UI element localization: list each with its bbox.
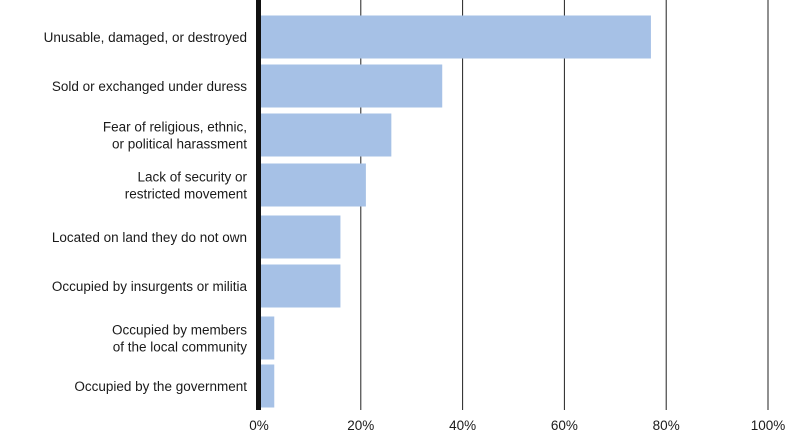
- bar-0: [259, 15, 651, 59]
- category-label-line: of the local community: [113, 340, 248, 355]
- category-label-line: restricted movement: [125, 187, 248, 202]
- category-label-line: Fear of religious, ethnic,: [103, 120, 247, 135]
- x-tick-label-0: 0%: [249, 418, 269, 433]
- bar-5: [259, 264, 341, 308]
- category-label-1: Sold or exchanged under duress: [52, 79, 247, 94]
- x-tick-label-20: 20%: [347, 418, 374, 433]
- category-label-line: Located on land they do not own: [52, 230, 247, 245]
- category-label-line: Occupied by insurgents or militia: [52, 279, 248, 294]
- category-label-line: Occupied by members: [112, 323, 247, 338]
- category-label-line: Lack of security or: [137, 170, 247, 185]
- bar-7: [259, 364, 275, 408]
- x-tick-label-80: 80%: [653, 418, 680, 433]
- category-label-4: Located on land they do not own: [52, 230, 247, 245]
- category-label-3: Lack of security or restricted movement: [125, 170, 248, 202]
- x-tick-label-40: 40%: [449, 418, 476, 433]
- x-tick-labels: 0% 20% 40% 60% 80% 100%: [249, 418, 785, 433]
- category-label-line: Occupied by the government: [74, 379, 247, 394]
- bar-1: [259, 64, 443, 108]
- category-label-line: or political harassment: [112, 137, 247, 152]
- category-labels: Unusable, damaged, or destroyed Sold or e…: [44, 30, 248, 394]
- category-label-0: Unusable, damaged, or destroyed: [44, 30, 247, 45]
- category-label-line: Unusable, damaged, or destroyed: [44, 30, 247, 45]
- category-label-6: Occupied by members of the local communit…: [112, 323, 247, 355]
- category-label-7: Occupied by the government: [74, 379, 247, 394]
- category-label-5: Occupied by insurgents or militia: [52, 279, 248, 294]
- category-label-line: Sold or exchanged under duress: [52, 79, 247, 94]
- y-axis: [256, 0, 261, 410]
- bars: [259, 15, 651, 408]
- y-axis-line: [256, 0, 261, 410]
- bar-3: [259, 163, 366, 207]
- bar-2: [259, 113, 392, 157]
- bar-4: [259, 215, 341, 259]
- bar-6: [259, 316, 275, 360]
- x-tick-label-100: 100%: [751, 418, 786, 433]
- gridlines: [360, 0, 769, 410]
- category-label-2: Fear of religious, ethnic, or political h…: [103, 120, 247, 152]
- x-tick-label-60: 60%: [551, 418, 578, 433]
